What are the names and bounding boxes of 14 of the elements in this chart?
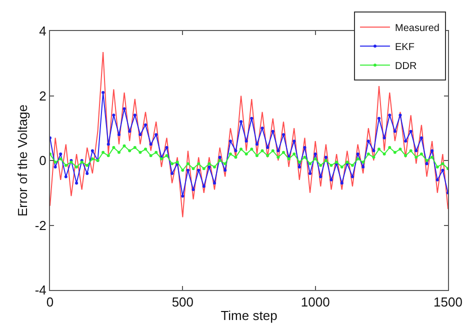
y-tick-label: -2 bbox=[34, 218, 46, 233]
y-tick-label: -4 bbox=[34, 282, 46, 298]
y-tick-label: 2 bbox=[39, 88, 46, 104]
legend-label: EKF bbox=[395, 42, 414, 53]
legend-label: Measured bbox=[395, 22, 440, 34]
x-tick-label: 500 bbox=[172, 294, 194, 310]
line-series bbox=[50, 52, 448, 218]
y-tick-label: 4 bbox=[39, 24, 46, 39]
y-tick-label: 0 bbox=[39, 153, 46, 168]
x-tick-label: 1500 bbox=[434, 294, 462, 310]
legend-label: DDR bbox=[395, 60, 417, 72]
y-axis-title: Error of the Voltage bbox=[14, 104, 30, 217]
x-axis-title: Time step bbox=[220, 308, 278, 324]
x-tick-label: 1000 bbox=[300, 294, 330, 310]
